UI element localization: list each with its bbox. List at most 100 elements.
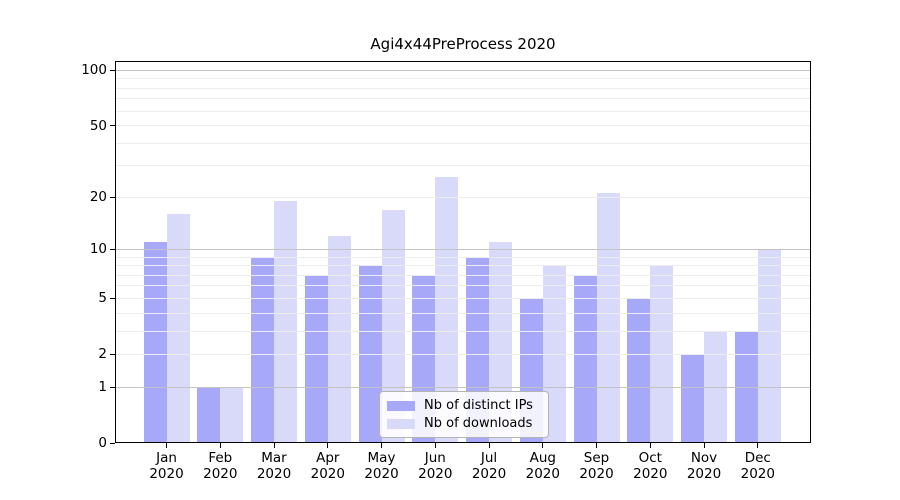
x-tick-month: Oct — [638, 450, 662, 466]
bar-apr-downloads — [327, 235, 351, 443]
x-tick-label: Nov 2020 — [677, 450, 731, 482]
y-tick-label: 0 — [98, 435, 107, 451]
x-tick-year: 2020 — [256, 466, 292, 482]
x-tick — [434, 443, 436, 448]
x-tick-year: 2020 — [364, 466, 399, 482]
x-tick — [273, 443, 275, 448]
y-tick — [110, 297, 115, 299]
x-tick-month: May — [367, 450, 396, 466]
x-tick — [488, 443, 490, 448]
downloads-legend-swatch-icon — [387, 418, 415, 429]
bar-feb-downloads — [220, 387, 244, 443]
y-tick-label: 20 — [89, 189, 107, 206]
minor-gridline — [115, 353, 811, 355]
legend-entry-distinct-ips: Nb of distinct IPs — [387, 397, 548, 415]
x-tick-label: Dec 2020 — [731, 450, 785, 482]
plot-area — [115, 61, 811, 443]
x-tick-month: Jun — [424, 450, 446, 466]
y-tick-label: 50 — [89, 117, 107, 134]
x-tick-year: 2020 — [149, 466, 184, 482]
y-tick — [110, 125, 115, 126]
x-tick-label: Oct 2020 — [623, 450, 677, 482]
minor-gridline — [115, 256, 811, 258]
x-tick-month: Aug — [529, 450, 556, 466]
minor-gridline — [115, 330, 811, 332]
x-tick-month: Mar — [261, 450, 287, 466]
x-tick — [757, 443, 759, 448]
x-tick-month: Apr — [316, 450, 340, 466]
legend-label: Nb of distinct IPs — [424, 398, 533, 413]
y-tick — [110, 196, 115, 198]
x-tick-year: 2020 — [633, 466, 668, 482]
x-tick-year: 2020 — [310, 466, 345, 482]
x-tick — [703, 443, 705, 448]
x-tick-year: 2020 — [579, 466, 614, 482]
minor-gridline — [115, 285, 811, 287]
x-tick — [649, 443, 651, 448]
x-tick-label: Aug 2020 — [516, 450, 570, 482]
minor-gridline — [115, 196, 811, 198]
bar-oct-distinct-ips — [627, 298, 651, 443]
bar-mar-downloads — [274, 201, 297, 443]
x-tick-label: Jul 2020 — [462, 450, 516, 482]
x-tick-year: 2020 — [740, 466, 775, 482]
x-tick-month: Sep — [583, 450, 610, 466]
y-tick-label: 1 — [98, 379, 107, 395]
bar-jan-distinct-ips — [143, 242, 167, 443]
chart-title: Agi4x44PreProcess 2020 — [370, 35, 556, 53]
x-tick — [596, 443, 597, 448]
x-tick-year: 2020 — [686, 466, 722, 482]
y-tick — [110, 248, 115, 250]
bar-may-downloads — [381, 209, 405, 443]
x-tick-month: Jul — [480, 450, 498, 466]
bar-nov-distinct-ips — [681, 354, 704, 443]
bar-sep-distinct-ips — [573, 275, 597, 443]
x-tick-month: Dec — [744, 450, 771, 466]
x-tick-label: Feb 2020 — [193, 450, 247, 482]
y-tick — [110, 69, 115, 71]
major-gridline — [115, 69, 811, 71]
bar-jan-downloads — [166, 214, 190, 443]
y-tick-label: 5 — [98, 290, 107, 307]
y-tick-label: 10 — [89, 241, 107, 258]
minor-gridline — [115, 297, 811, 299]
y-tick-label: 100 — [81, 62, 107, 79]
minor-gridline — [115, 165, 811, 167]
x-tick-label: Apr 2020 — [301, 450, 355, 482]
bar-apr-distinct-ips — [304, 275, 328, 443]
bar-mar-distinct-ips — [251, 257, 274, 443]
x-tick-year: 2020 — [471, 466, 507, 482]
legend-label: Nb of downloads — [424, 416, 533, 431]
x-tick — [542, 443, 544, 448]
bar-feb-distinct-ips — [197, 387, 221, 443]
x-tick-year: 2020 — [203, 466, 238, 482]
x-tick-label: May 2020 — [355, 450, 409, 482]
minor-gridline — [115, 87, 811, 89]
x-tick — [166, 443, 167, 448]
x-tick — [327, 443, 329, 448]
x-tick-month: Jan — [156, 450, 177, 466]
x-tick-label: Jun 2020 — [408, 450, 462, 482]
minor-gridline — [115, 78, 811, 80]
x-tick-label: Jan 2020 — [140, 450, 194, 482]
x-tick-label: Sep 2020 — [570, 450, 624, 482]
x-tick-year: 2020 — [418, 466, 453, 482]
major-gridline — [115, 386, 811, 388]
bar-jun-downloads — [435, 176, 459, 443]
minor-gridline — [115, 125, 811, 126]
minor-gridline — [115, 110, 811, 112]
minor-gridline — [115, 274, 811, 276]
minor-gridline — [115, 312, 811, 314]
minor-gridline — [115, 98, 811, 100]
minor-gridline — [115, 265, 811, 267]
x-tick — [219, 443, 221, 448]
x-tick-year: 2020 — [525, 466, 560, 482]
y-tick — [110, 353, 115, 355]
x-tick-month: Nov — [690, 450, 718, 466]
minor-gridline — [115, 142, 811, 144]
bar-sep-downloads — [596, 193, 620, 443]
distinct-ips-legend-swatch-icon — [387, 400, 415, 411]
y-tick-label: 2 — [98, 346, 107, 363]
x-tick — [381, 443, 382, 448]
